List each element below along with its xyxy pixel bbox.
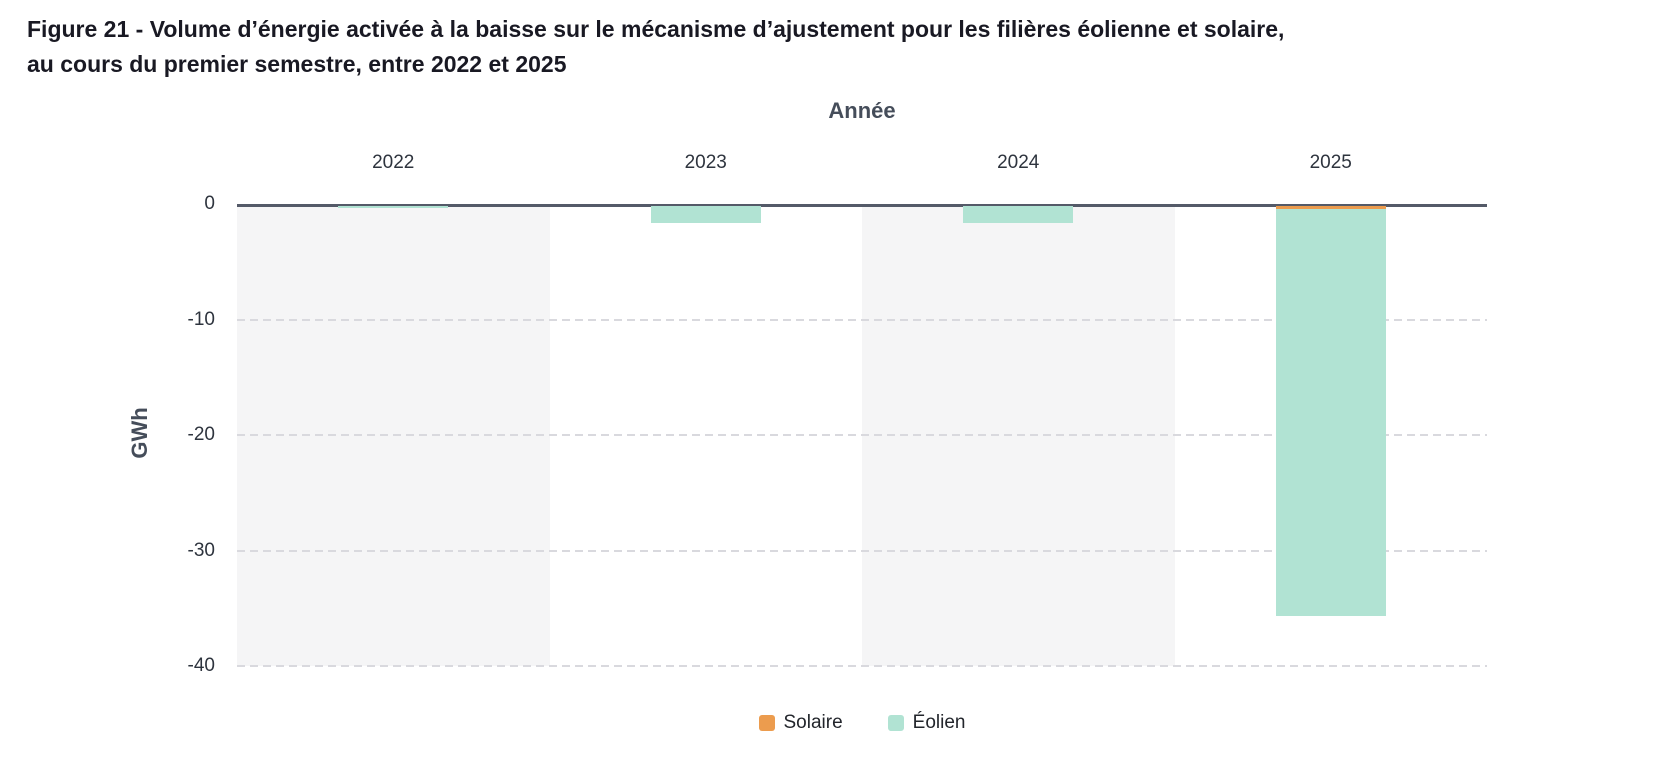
figure-title-line2: au cours du premier semestre, entre 2022…	[27, 51, 567, 77]
x-tick-2025: 2025	[1309, 152, 1352, 173]
y-tick-minus-40: -40	[187, 655, 215, 676]
legend-swatch-eolien	[887, 715, 904, 731]
gridline-minus-10	[237, 318, 1487, 321]
gridline-minus-40	[237, 665, 1487, 667]
y-tick-0: 0	[204, 193, 215, 214]
zero-axis-line	[237, 204, 1487, 207]
y-tick-minus-20: -20	[187, 424, 215, 445]
y-tick-minus-10: -10	[187, 308, 215, 330]
bar-eolien-2025	[1275, 209, 1386, 616]
legend-label-solaire: Solaire	[783, 712, 843, 733]
figure-title: Figure 21 - Volume d’énergie activée à l…	[27, 12, 1284, 82]
legend-item-solaire: Solaire	[758, 712, 843, 734]
bar-eolien-2024	[963, 206, 1074, 224]
x-tick-2022: 2022	[372, 152, 415, 173]
plot-area	[237, 204, 1487, 667]
legend-label-eolien: Éolien	[912, 712, 966, 733]
bar-solaire-2025	[1275, 206, 1386, 210]
legend-item-eolien: Éolien	[887, 712, 966, 734]
legend: Solaire Éolien	[237, 712, 1487, 734]
legend-swatch-solaire	[758, 715, 775, 731]
x-tick-2023: 2023	[684, 152, 727, 173]
y-tick-minus-30: -30	[187, 539, 215, 561]
bar-eolien-2022	[338, 206, 449, 208]
bar-eolien-2023	[650, 206, 761, 224]
gridline-minus-20	[237, 434, 1487, 436]
x-axis-title: Année	[828, 98, 896, 123]
gridline-minus-30	[237, 549, 1487, 552]
x-tick-2024: 2024	[997, 152, 1040, 173]
figure-title-line1: Figure 21 - Volume d’énergie activée à l…	[27, 16, 1285, 42]
